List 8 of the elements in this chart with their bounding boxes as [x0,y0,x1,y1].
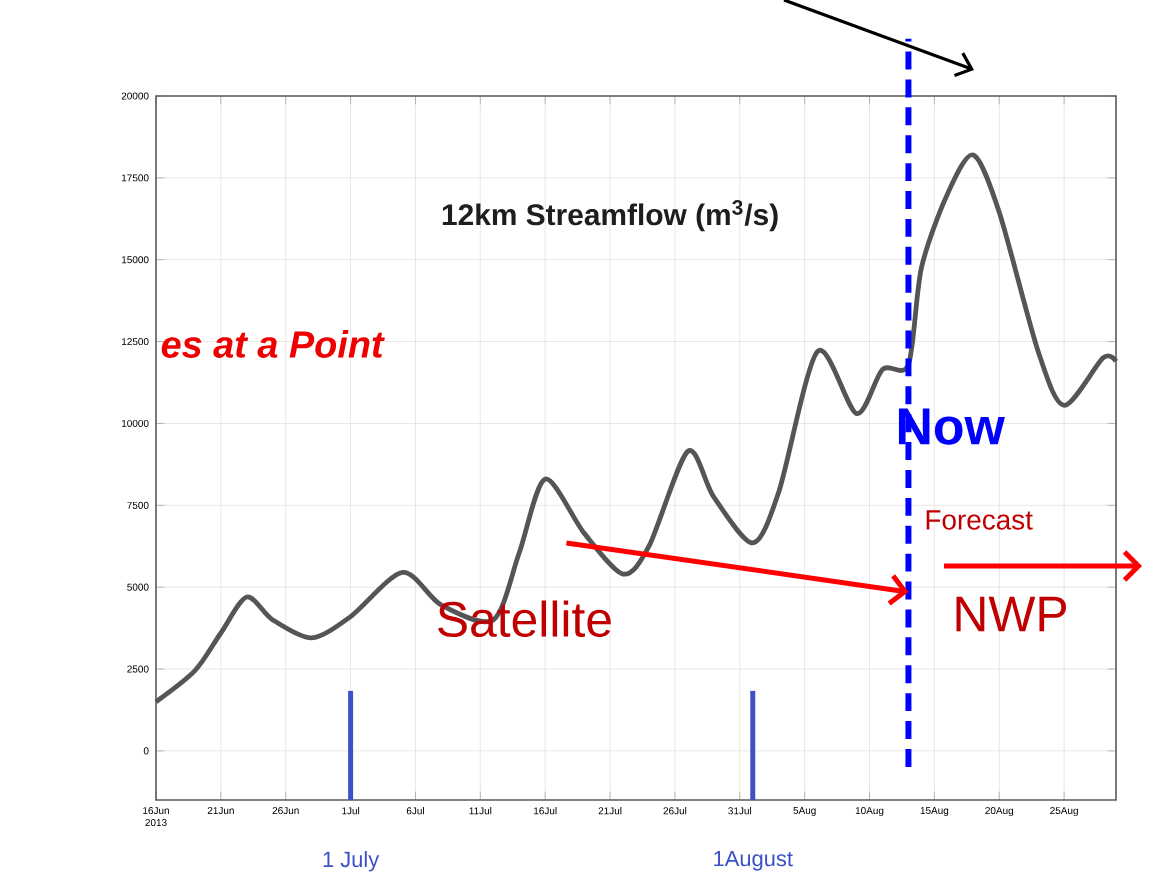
ref-line-label: 1August [714,851,793,871]
annotation: Forecast [926,510,1033,530]
annotation: NWP [956,596,1066,632]
text: 12km Streamflow (m$^{3}$/s) [442,200,778,232]
annotation: Satellite [438,600,611,638]
annotation: es at a Point [161,330,385,358]
ref-line-label: 1 July [323,851,380,872]
ref-line-label: Now [898,408,1005,445]
